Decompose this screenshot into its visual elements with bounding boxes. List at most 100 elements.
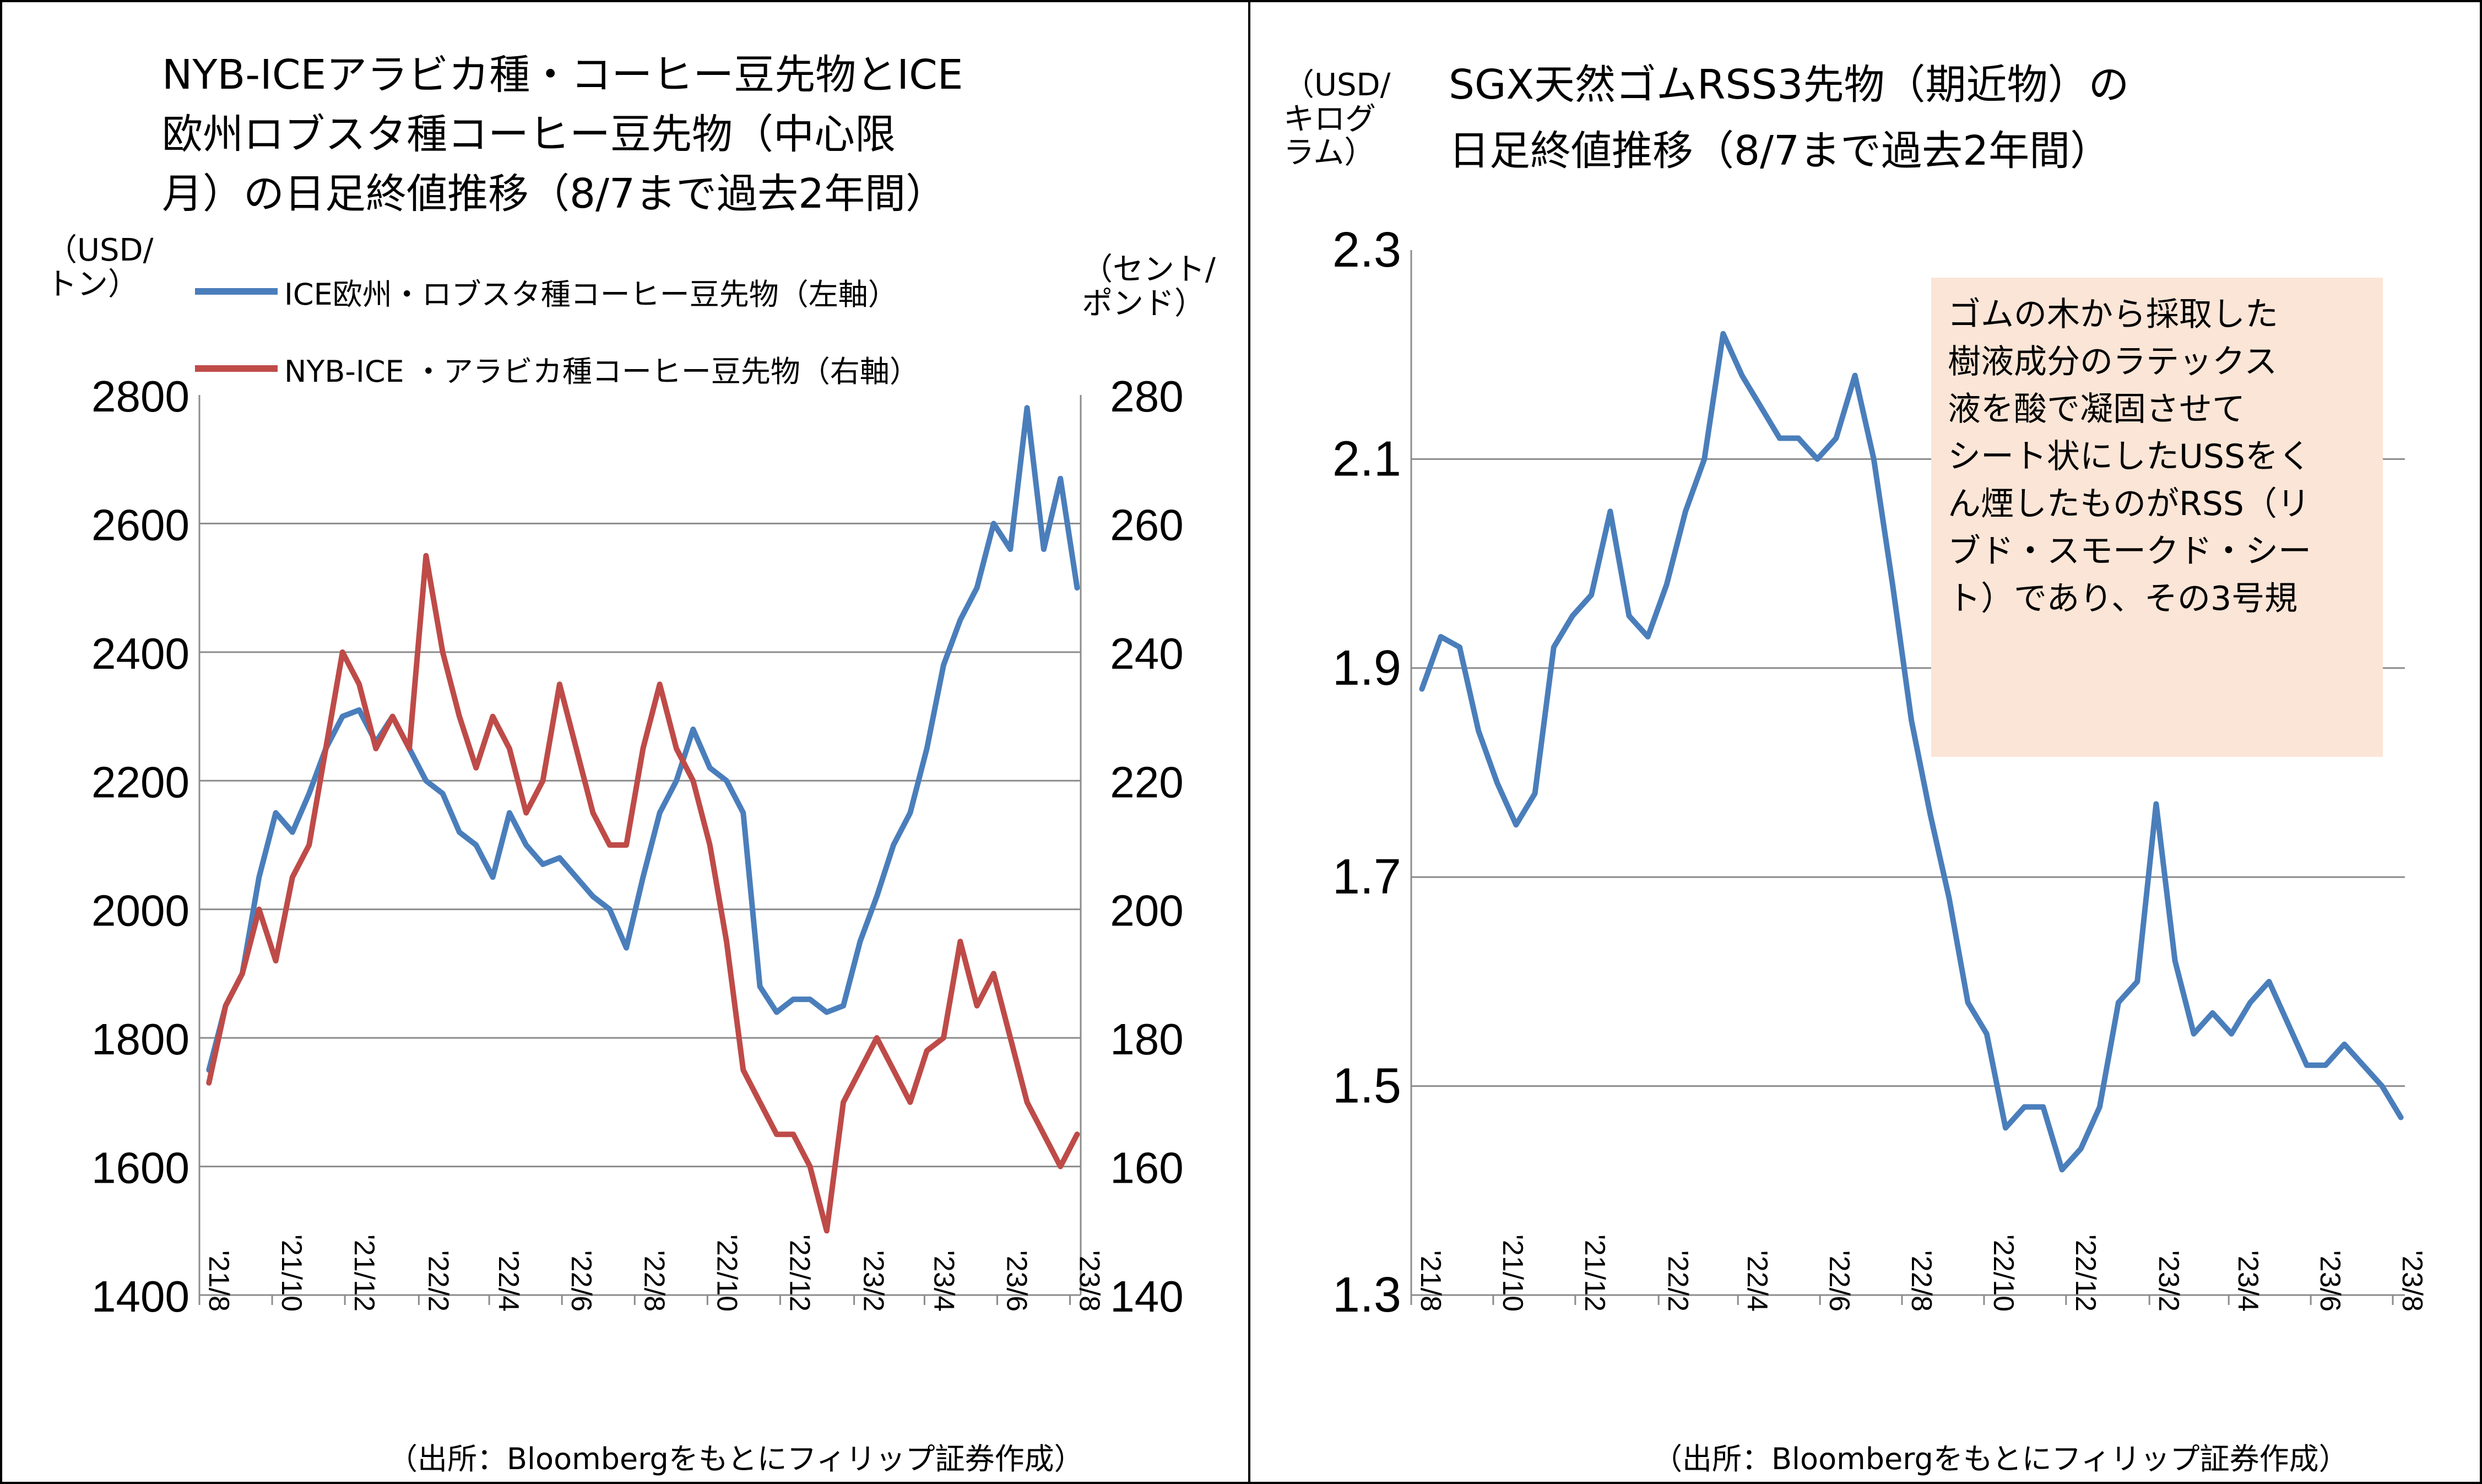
coffee-series-1-point	[726, 941, 727, 943]
coffee-series-1-point	[409, 748, 410, 749]
coffee-x-tick-label: '22/10	[711, 1234, 743, 1312]
rubber-series-0-point	[1647, 636, 1649, 637]
rubber-series-0-point	[2362, 1064, 2364, 1066]
coffee-y2-tick-label: 140	[1110, 1272, 1183, 1321]
rubber-series-0-point	[2193, 1033, 2194, 1035]
coffee-y2-tick-label: 260	[1110, 500, 1183, 549]
rubber-series-0-point	[1609, 511, 1611, 512]
rubber-x-tick-label: '22/6	[1823, 1250, 1855, 1312]
coffee-series-0-point	[1026, 407, 1028, 409]
rubber-series-0-point	[1967, 1001, 1969, 1003]
coffee-series-1-point	[576, 748, 577, 749]
coffee-y2-tick-label: 180	[1110, 1015, 1183, 1064]
coffee-series-1-point	[342, 651, 343, 653]
coffee-series-1-point	[492, 716, 494, 717]
rubber-series-0-point	[1666, 584, 1667, 585]
rubber-note-line-4: シート状にしたUSSをく	[1948, 437, 2312, 476]
coffee-series-1-point	[459, 716, 460, 717]
coffee-y-tick-label: 1600	[91, 1144, 189, 1193]
coffee-series-1-point	[258, 908, 260, 910]
coffee-series-0-point	[475, 844, 477, 846]
rubber-y-tick-label: 2.3	[1332, 223, 1401, 278]
rubber-series-0-point	[1534, 793, 1536, 794]
rubber-note-line-7: ト）であり、その3号規	[1948, 579, 2298, 618]
coffee-series-0-point	[492, 876, 494, 878]
rubber-series-0-point	[2118, 1001, 2119, 1003]
rubber-axis-unit-line-2: キログ	[1283, 101, 1376, 137]
coffee-series-0-point	[793, 999, 794, 1000]
rubber-x-tick-label: '21/12	[1579, 1234, 1611, 1312]
coffee-series-0-point	[776, 1011, 777, 1013]
coffee-series-0-point	[960, 619, 961, 621]
rubber-y-tick-label: 1.9	[1332, 641, 1401, 696]
coffee-series-1-point	[960, 941, 961, 943]
coffee-series-0-point	[709, 767, 711, 768]
coffee-right-axis-unit-line-2: ポンド）	[1082, 285, 1205, 322]
coffee-y2-tick-label: 200	[1110, 886, 1183, 935]
coffee-series-0-point	[508, 812, 510, 814]
coffee-series-0-point	[843, 1005, 844, 1006]
rubber-series-0-point	[2005, 1127, 2006, 1129]
coffee-series-1-point	[609, 844, 610, 846]
rubber-note-line-2: 樹液成分のラテックス	[1948, 343, 2278, 381]
coffee-x-tick-label: '21/12	[348, 1234, 380, 1312]
rubber-note-line-1: ゴムの木から採取した	[1948, 295, 2278, 334]
rubber-x-tick-label: '21/8	[1415, 1250, 1446, 1312]
coffee-series-0-point	[1060, 478, 1061, 479]
coffee-series-1-point	[375, 748, 377, 749]
coffee-series-1-point	[692, 780, 694, 782]
coffee-right-axis-unit: （セント/ ポンド）	[1082, 253, 1216, 321]
coffee-series-1-point	[709, 844, 711, 846]
rubber-note-line-5: ん煙したものがRSS（リ	[1948, 485, 2310, 523]
coffee-chart-source: （出所：Bloombergをもとにフィリップ証券作成）	[388, 1442, 1084, 1476]
coffee-x-tick-label: '22/2	[422, 1250, 454, 1312]
coffee-series-1-point	[559, 684, 560, 685]
coffee-series-0-point	[559, 857, 560, 859]
rubber-y-tick-label: 1.7	[1332, 849, 1401, 905]
coffee-series-1-point	[359, 684, 360, 685]
coffee-chart-title-line-3: 月）の日足終値推移（8/7まで過去2年間）	[162, 170, 947, 218]
coffee-series-0-point	[626, 947, 627, 949]
legend-swatch-arabica	[195, 365, 278, 372]
legend-swatch-robusta	[195, 288, 278, 295]
rubber-series-0-point	[2381, 1085, 2383, 1087]
rubber-series-0-point	[1817, 458, 1818, 460]
rubber-series-0-point	[2137, 981, 2138, 982]
coffee-series-1-point	[275, 960, 277, 962]
coffee-chart-title-line-1: NYB-ICEアラビカ種・コーヒー豆先物とICE	[162, 51, 963, 99]
rubber-series-0-point	[1854, 375, 1856, 376]
coffee-series-0-point	[743, 812, 744, 814]
coffee-series-1-point	[676, 748, 677, 749]
coffee-series-0-point	[676, 780, 677, 782]
coffee-series-0-point	[1043, 549, 1044, 550]
coffee-series-0-point	[258, 876, 260, 878]
rubber-series-0-point	[2061, 1169, 2063, 1171]
coffee-series-1-point	[291, 876, 293, 878]
coffee-series-1-point	[425, 555, 427, 556]
coffee-series-1-point	[1043, 1134, 1044, 1135]
coffee-series-1-point	[592, 812, 594, 814]
rubber-series-0-point	[2024, 1106, 2025, 1108]
coffee-y-tick-label: 1400	[91, 1272, 189, 1321]
coffee-series-0-point	[525, 844, 527, 846]
rubber-series-0-point	[1704, 458, 1705, 460]
rubber-x-tick-label: '23/2	[2153, 1250, 2185, 1312]
rubber-x-tick-label: '21/10	[1497, 1234, 1529, 1312]
coffee-x-tick-label: '22/12	[783, 1234, 815, 1312]
rubber-x-tick-label: '23/6	[2314, 1250, 2346, 1312]
coffee-series-1-point	[776, 1134, 777, 1135]
rubber-y-tick-label: 2.1	[1332, 431, 1401, 486]
rubber-series-0-point	[1421, 688, 1423, 690]
coffee-series-0-point	[759, 985, 761, 987]
legend-item-arabica: NYB-ICE ・アラビカ種コーヒー豆先物（右軸）	[195, 349, 919, 389]
coffee-series-1-point	[642, 748, 644, 749]
coffee-series-0-point	[976, 587, 978, 589]
coffee-y-tick-label: 2600	[91, 500, 189, 549]
rubber-chart-source: （出所：Bloombergをもとにフィリップ証券作成）	[1652, 1442, 2349, 1476]
legend-label-robusta: ICE欧州・ロブスタ種コーヒー豆先物（左軸）	[284, 277, 898, 312]
rubber-series-0-point	[1459, 646, 1460, 648]
coffee-x-tick-label: '22/8	[638, 1250, 670, 1312]
rubber-series-0-point	[1478, 730, 1480, 732]
coffee-series-0-point	[926, 748, 928, 749]
coffee-series-1-point	[442, 651, 443, 653]
